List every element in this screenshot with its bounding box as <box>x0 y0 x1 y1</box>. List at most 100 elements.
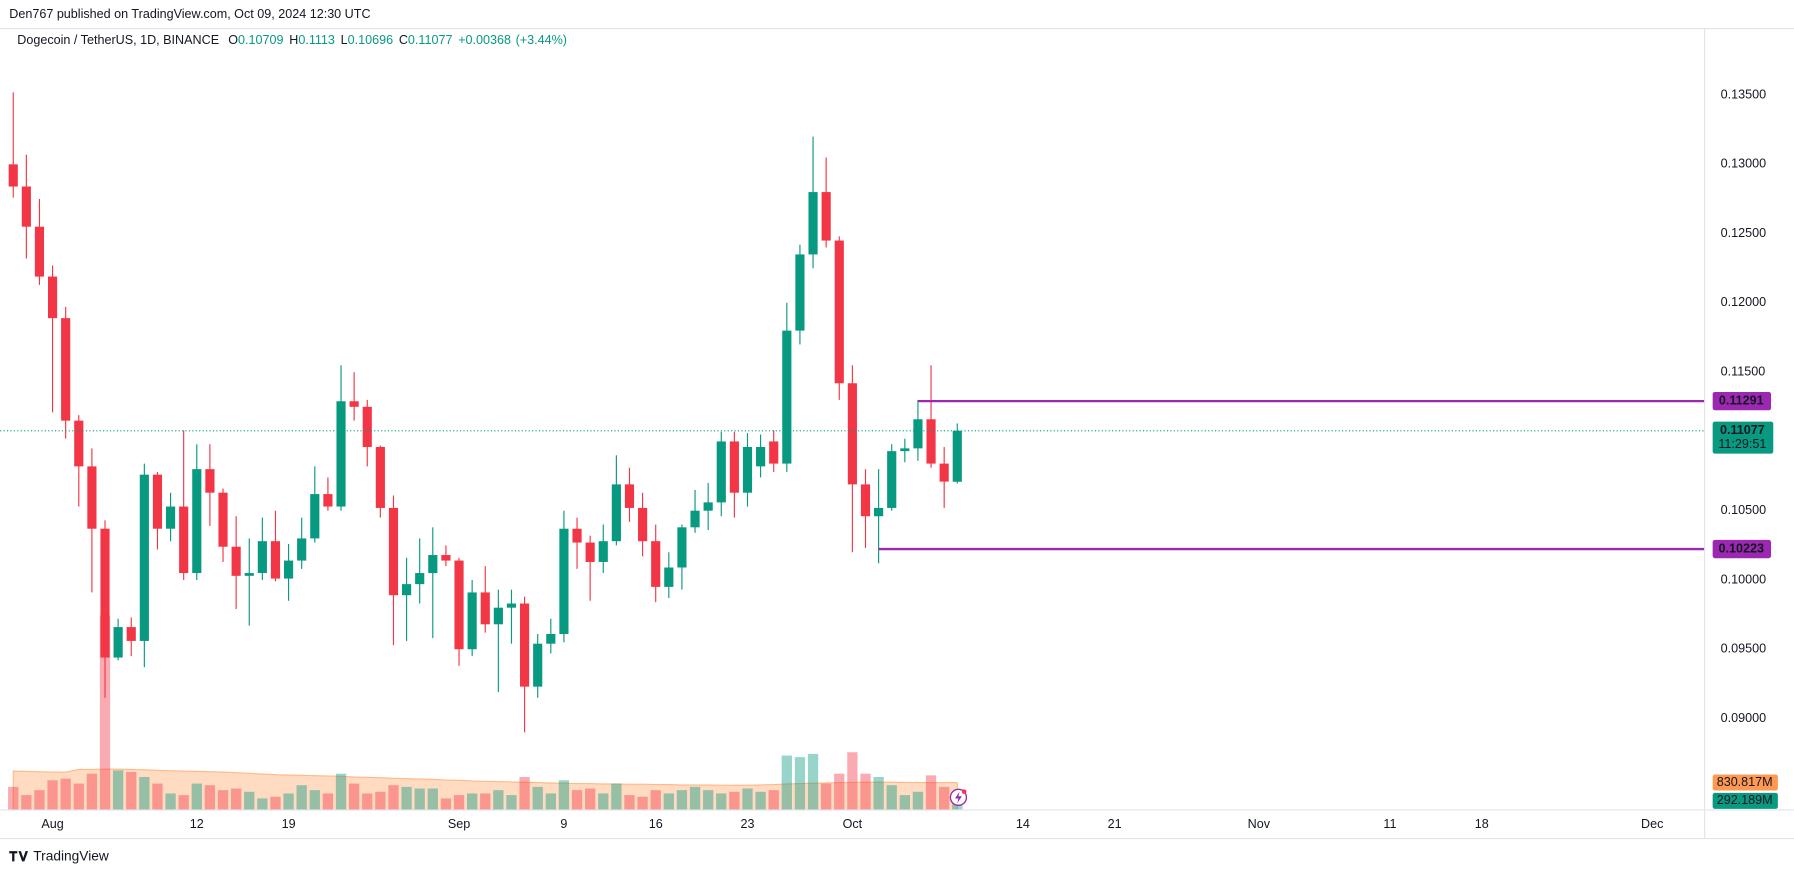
candle-body <box>860 484 871 517</box>
volume-bar <box>217 790 229 810</box>
replay-dot <box>961 789 967 794</box>
candle-body <box>454 560 464 650</box>
y-tick-label: 0.13000 <box>1721 157 1766 171</box>
volume-bar <box>126 772 137 810</box>
volume-bar <box>362 793 373 810</box>
volume-label-box <box>1712 792 1778 809</box>
volume-bar <box>742 788 753 810</box>
volume-bar <box>519 776 530 810</box>
candle-body <box>520 603 530 687</box>
countdown: 11:29:51 <box>1718 437 1766 451</box>
volume-bar <box>322 793 334 810</box>
volume-bar <box>624 795 635 810</box>
candle-body <box>611 484 621 542</box>
volume-bar <box>873 776 884 810</box>
x-tick-label: Nov <box>1248 817 1271 831</box>
volume-bar <box>598 793 609 810</box>
volume-label-box <box>1712 774 1778 791</box>
volume-bar <box>466 793 478 810</box>
candle-body <box>152 474 163 529</box>
volume-bar <box>703 790 714 810</box>
candle-body <box>664 567 674 587</box>
volume-bar <box>532 786 543 810</box>
volume-bar <box>139 776 150 810</box>
volume-bar <box>99 615 111 810</box>
volume-bar <box>663 793 674 810</box>
candle-body <box>231 546 241 576</box>
ohlc-letter: C <box>399 34 408 48</box>
replay-bolt <box>954 791 962 804</box>
volume-ma-area <box>12 768 958 811</box>
volume-bar <box>912 791 924 810</box>
volume-bar <box>244 791 255 810</box>
candle-body <box>939 463 949 482</box>
volume-bar <box>781 755 792 810</box>
candle-body <box>480 592 490 625</box>
candle-body <box>808 192 818 255</box>
footer-logo: TradingView <box>9 848 109 863</box>
candle-body <box>284 560 294 579</box>
y-tick-label: 0.13500 <box>1721 87 1766 101</box>
candle-body <box>887 451 897 508</box>
candle-body <box>677 527 687 568</box>
volume-bar <box>558 780 570 810</box>
candle-body <box>402 584 412 596</box>
x-tick-label: 16 <box>649 817 663 831</box>
volume-bar <box>47 780 58 810</box>
change: +0.00368 <box>458 34 511 48</box>
candle-body <box>716 441 726 503</box>
volume-bar <box>257 798 268 810</box>
overlay: 0.090000.095000.100000.105000.110000.115… <box>0 87 1778 831</box>
candle-body <box>533 643 543 687</box>
legend: Dogecoin / TetherUS, 1D, BINANCE O0.10709… <box>17 34 567 48</box>
volume-bar <box>755 791 766 810</box>
volume-bar <box>493 790 504 810</box>
volume-label: 292.189M <box>1717 793 1773 807</box>
x-tick-label: 12 <box>190 817 204 831</box>
candle-body <box>388 507 399 596</box>
candle-body <box>952 430 962 482</box>
candle-body <box>756 446 766 467</box>
published-note: Den767 published on TradingView.com, Oct… <box>9 7 370 21</box>
volume-bar <box>21 795 32 810</box>
candle-body <box>782 330 792 464</box>
ohlc-value: 0.11077 <box>408 34 453 48</box>
candle-body <box>834 240 844 384</box>
volume-bar <box>335 773 347 810</box>
x-tick-label: 11 <box>1383 817 1396 831</box>
candle-body <box>900 448 910 452</box>
candle-body <box>506 603 517 608</box>
volume-bar <box>807 753 819 810</box>
ohlc-value: 0.10696 <box>348 34 393 48</box>
candle-body <box>336 401 346 507</box>
level-label: 0.11291 <box>1719 393 1764 407</box>
candles <box>8 92 962 733</box>
volume-bar <box>650 790 661 810</box>
volume-bar <box>925 775 937 810</box>
volume-label: 830.817M <box>1717 775 1773 789</box>
volume-bar <box>676 790 688 810</box>
candle-body <box>8 164 18 187</box>
candle-body <box>624 484 635 508</box>
y-tick-label: 0.09500 <box>1721 642 1766 656</box>
candle-body <box>218 492 228 547</box>
candle-body <box>165 506 176 529</box>
volume-bar <box>283 793 294 810</box>
volume-bar <box>768 790 779 810</box>
candle-body <box>795 254 805 331</box>
x-tick-label: 18 <box>1475 817 1489 831</box>
volume-bar <box>8 786 19 810</box>
volume-bar <box>427 788 438 810</box>
volume-bar <box>834 773 845 810</box>
volume-bar <box>453 795 465 810</box>
volume-bar <box>388 785 399 810</box>
candle-body <box>926 419 936 464</box>
candle-body <box>729 441 739 493</box>
candle-body <box>310 494 320 539</box>
symbol-title: Dogecoin / TetherUS, 1D, BINANCE <box>17 34 219 48</box>
candle-body <box>638 507 648 542</box>
candle-body <box>913 419 923 449</box>
candle-body <box>139 474 149 641</box>
